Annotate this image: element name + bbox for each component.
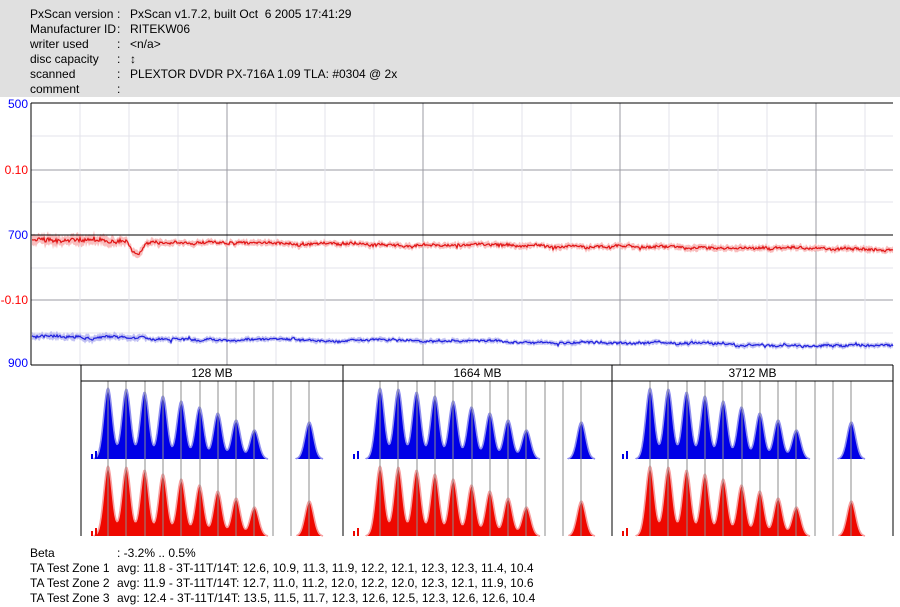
histogram-panel-label: 128 MB xyxy=(191,366,233,380)
result-row: TA Test Zone 3 avg: 12.4 - 3T-11T/14T: 13… xyxy=(30,591,535,606)
separator: : xyxy=(117,67,121,81)
y-axis-tick-label: 700 xyxy=(7,228,28,242)
histogram-panel-label: 3712 MB xyxy=(728,366,777,380)
secondary-trace xyxy=(31,333,894,349)
ta-histogram-blue-tick xyxy=(353,454,355,459)
result-label: TA Test Zone 1 xyxy=(30,561,110,575)
beta-trace-fuzz xyxy=(32,230,893,259)
ta-histogram-blue-tick xyxy=(357,451,359,459)
ta-histogram-red xyxy=(635,465,866,537)
info-label: Manufacturer ID xyxy=(30,22,117,36)
histogram-panel-label: 1664 MB xyxy=(453,366,502,380)
scan-info-row: Manufacturer ID: RITEKW06 xyxy=(30,22,190,37)
info-label: disc capacity xyxy=(30,52,99,66)
info-value: PxScan v1.7.2, built Oct 6 2005 17:41:29 xyxy=(130,7,352,21)
y-axis-tick-label: 0.10 xyxy=(4,163,28,177)
ta-histogram-blue xyxy=(365,387,596,460)
ta-histogram-red-tick xyxy=(95,528,97,536)
result-value: : -3.2% .. 0.5% xyxy=(117,546,196,560)
ta-histogram-blue-tick xyxy=(626,451,628,459)
separator: : xyxy=(117,37,121,51)
scan-info-row: comment: xyxy=(30,82,130,97)
ta-histogram-blue xyxy=(635,387,866,460)
info-label: writer used xyxy=(30,37,89,51)
ta-histogram-red-tick xyxy=(626,528,628,536)
ta-histogram-red xyxy=(365,465,596,537)
ta-histogram-blue xyxy=(93,387,324,460)
info-label: PxScan version xyxy=(30,7,114,21)
ta-histogram-blue-tick xyxy=(91,454,93,459)
result-label: TA Test Zone 3 xyxy=(30,591,110,605)
ta-histogram-blue-tick xyxy=(95,451,97,459)
y-axis-tick-label: 900 xyxy=(7,356,28,370)
results-panel: Beta : -3.2% .. 0.5% TA Test Zone 1 avg: 1… xyxy=(30,546,535,606)
result-row: TA Test Zone 1 avg: 11.8 - 3T-11T/14T: 12… xyxy=(30,561,535,576)
separator: : xyxy=(117,52,121,66)
info-value: <n/a> xyxy=(130,37,161,51)
separator: : xyxy=(117,82,121,96)
result-label: TA Test Zone 2 xyxy=(30,576,110,590)
scan-info-row: disc capacity: ↕ xyxy=(30,52,136,67)
chart-grid xyxy=(31,103,893,365)
scan-info-row: PxScan version: PxScan v1.7.2, built Oct … xyxy=(30,7,351,22)
info-value: ↕ xyxy=(130,52,136,66)
ta-histogram-red-tick xyxy=(622,531,624,536)
chart-frame xyxy=(30,102,893,366)
info-label: scanned xyxy=(30,67,76,81)
y-axis-tick-label: -0.10 xyxy=(0,293,28,307)
y-axis-tick-label: 500 xyxy=(7,97,28,111)
histogram-grid xyxy=(107,381,852,536)
beta-trace xyxy=(32,235,894,256)
result-row: TA Test Zone 2 avg: 11.9 - 3T-11T/14T: 12… xyxy=(30,576,535,591)
ta-histogram-red-tick xyxy=(357,528,359,536)
result-label: Beta xyxy=(30,546,55,560)
scan-info-row: writer used: <n/a> xyxy=(30,37,161,52)
scan-info-row: scanned: PLEXTOR DVDR PX-716A 1.09 TLA: #… xyxy=(30,67,397,82)
info-value: PLEXTOR DVDR PX-716A 1.09 TLA: #0304 @ 2… xyxy=(130,67,398,81)
ta-histogram-red xyxy=(93,465,324,537)
ta-histogram-red-tick xyxy=(353,531,355,536)
result-value: avg: 12.4 - 3T-11T/14T: 13.5, 11.5, 11.7… xyxy=(117,591,536,605)
result-value: avg: 11.8 - 3T-11T/14T: 12.6, 10.9, 11.3… xyxy=(117,561,534,575)
result-row: Beta : -3.2% .. 0.5% xyxy=(30,546,535,561)
ta-histogram-red-tick xyxy=(91,531,93,536)
ta-histogram-blue-tick xyxy=(622,454,624,459)
result-value: avg: 11.9 - 3T-11T/14T: 12.7, 11.0, 11.2… xyxy=(117,576,534,590)
histogram-frame xyxy=(80,365,894,536)
separator: : xyxy=(117,22,121,36)
scan-info-panel: PxScan version: PxScan v1.7.2, built Oct … xyxy=(0,0,900,97)
info-value: RITEKW06 xyxy=(130,22,191,36)
info-label: comment xyxy=(30,82,80,96)
separator: : xyxy=(117,7,121,21)
